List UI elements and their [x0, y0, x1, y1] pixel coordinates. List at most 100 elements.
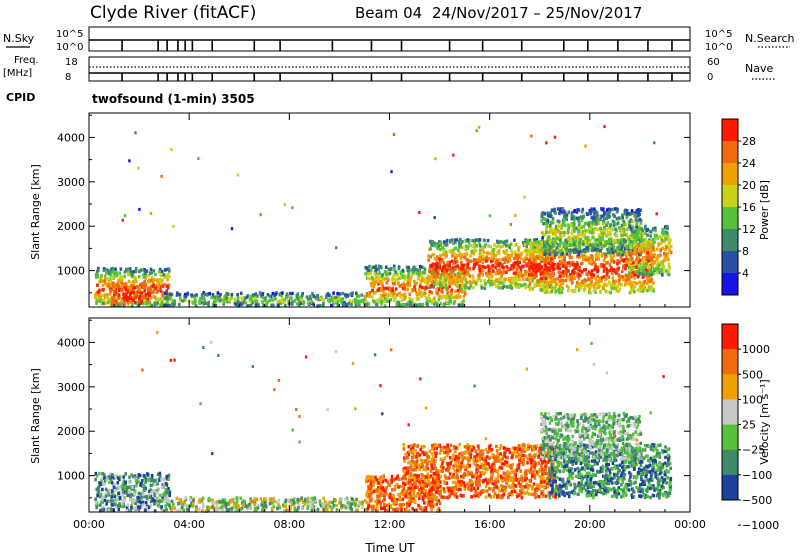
heatmap-cell	[135, 479, 138, 482]
heatmap-cell	[548, 214, 551, 217]
heatmap-cell	[225, 505, 228, 508]
heatmap-cell	[603, 125, 605, 128]
heatmap-cell	[574, 251, 577, 254]
colorbar-tick-label: 4	[742, 267, 749, 280]
heatmap-cell	[219, 293, 222, 296]
heatmap-cell	[482, 255, 485, 258]
heatmap-cell	[128, 159, 130, 162]
heatmap-cell	[153, 269, 156, 272]
heatmap-cell	[546, 268, 549, 271]
heatmap-cell	[390, 267, 393, 270]
heatmap-cell	[411, 271, 414, 274]
heatmap-cell	[661, 263, 664, 266]
heatmap-cell	[593, 274, 596, 277]
heatmap-cell	[375, 268, 378, 271]
heatmap-cell	[427, 283, 430, 286]
heatmap-cell	[499, 269, 502, 272]
heatmap-cell	[125, 491, 128, 494]
heatmap-cell	[503, 241, 506, 244]
heatmap-cell	[443, 283, 446, 286]
heatmap-cell	[391, 478, 394, 481]
heatmap-cell	[459, 270, 462, 273]
heatmap-cell	[545, 288, 548, 291]
heatmap-cell	[166, 285, 169, 288]
heatmap-cell	[618, 216, 621, 219]
heatmap-cell	[104, 499, 107, 502]
heatmap-cell	[153, 502, 156, 505]
heatmap-cell	[607, 211, 610, 214]
heatmap-cell	[337, 303, 340, 306]
heatmap-cell	[593, 289, 596, 292]
heatmap-cell	[153, 295, 156, 298]
heatmap-cell	[631, 230, 634, 233]
heatmap-cell	[124, 287, 127, 290]
heatmap-cell	[510, 223, 512, 226]
heatmap-cell	[552, 267, 555, 270]
y-tick-label: 1000	[57, 265, 85, 278]
heatmap-cell	[416, 282, 419, 285]
heatmap-cell	[264, 296, 267, 299]
heatmap-cell	[472, 274, 475, 277]
heatmap-cell	[567, 237, 570, 240]
heatmap-cell	[623, 223, 626, 226]
heatmap-cell	[385, 293, 388, 296]
heatmap-cell	[498, 286, 501, 289]
heatmap-cell	[525, 256, 528, 259]
heatmap-cell	[587, 273, 590, 276]
heatmap-cell	[167, 487, 170, 490]
heatmap-cell	[580, 219, 583, 222]
heatmap-cell	[606, 284, 609, 287]
heatmap-cell	[127, 504, 130, 507]
heatmap-cell	[434, 503, 437, 506]
heatmap-cell	[605, 261, 608, 264]
heatmap-cell	[517, 278, 520, 281]
heatmap-cell	[140, 496, 143, 499]
heatmap-cell	[228, 508, 231, 511]
heatmap-cell	[365, 272, 368, 275]
heatmap-cell	[96, 284, 99, 287]
heatmap-cell	[616, 259, 619, 262]
heatmap-cell	[663, 252, 666, 255]
heatmap-cell	[141, 479, 144, 482]
heatmap-cell	[450, 275, 453, 278]
heatmap-cell	[248, 503, 251, 506]
heatmap-cell	[197, 157, 199, 160]
heatmap-cell	[467, 238, 470, 241]
heatmap-cell	[533, 258, 536, 261]
heatmap-cell	[443, 251, 446, 254]
heatmap-cell	[419, 285, 422, 288]
heatmap-cell	[467, 271, 470, 274]
heatmap-cell	[400, 508, 403, 511]
heatmap-cell	[389, 496, 392, 499]
heatmap-cell	[417, 277, 420, 280]
heatmap-cell	[135, 280, 138, 283]
heatmap-cell	[153, 483, 156, 486]
heatmap-cell	[278, 499, 281, 502]
heatmap-cell	[420, 266, 423, 269]
heatmap-cell	[594, 239, 597, 242]
heatmap-cell	[210, 296, 213, 299]
heatmap-cell	[612, 269, 615, 272]
heatmap-cell	[612, 276, 615, 279]
heatmap-cell	[565, 218, 568, 221]
heatmap-cell	[466, 263, 469, 266]
colorbar-tick-label: 8	[742, 245, 749, 258]
heatmap-cell	[347, 501, 350, 504]
heatmap-cell	[169, 297, 172, 300]
heatmap-cell	[128, 280, 131, 283]
heatmap-cell	[408, 297, 411, 300]
heatmap-cell	[343, 303, 346, 306]
heatmap-cell	[162, 273, 165, 276]
heatmap-cell	[478, 126, 480, 129]
heatmap-cell	[566, 285, 569, 288]
heatmap-cell	[366, 294, 369, 297]
heatmap-cell	[235, 303, 238, 306]
heatmap-cell	[469, 274, 472, 277]
heatmap-cell	[150, 268, 153, 271]
heatmap-cell	[427, 254, 430, 257]
heatmap-cell	[639, 285, 642, 288]
heatmap-cell	[375, 280, 378, 283]
heatmap-cell	[282, 504, 285, 507]
heatmap-cell	[127, 290, 130, 293]
heatmap-cell	[179, 499, 182, 502]
